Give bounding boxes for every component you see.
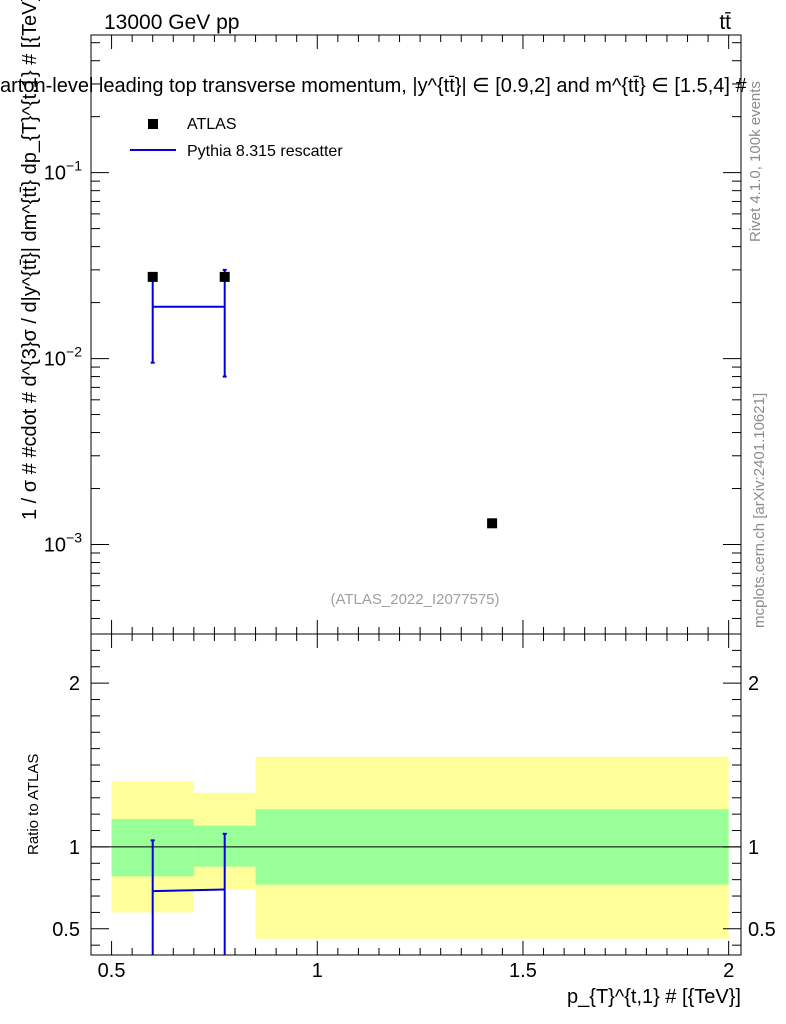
tick-mantissa: 10 [44,534,66,556]
main-axis-ticks [91,35,741,634]
ratio-y-axis-label: Ratio to ATLAS [25,754,42,855]
tick-exponent: −2 [66,344,82,360]
main-y-axis-label: 1 / σ # #cdot # d^{3}σ / d|y^{tt̄}| dm^{… [19,0,41,520]
main-y-tick-label: 10−1 [44,158,82,185]
atlas-data-point [219,271,230,282]
tick-mantissa: 10 [44,163,66,185]
atlas-data-point [147,271,158,282]
ratio-y-tick-label-left: 1 [69,837,80,859]
energy-label: 13000 GeV pp [104,11,239,34]
tick-exponent: −3 [66,529,82,545]
watermark: (ATLAS_2022_I2077575) [330,591,499,608]
ratio-y-tick-label-right: 2 [748,673,759,695]
pythia-ratio-line [152,888,225,893]
main-y-tick-label: 10−2 [44,344,82,371]
mcplots-label: mcplots.cern.ch [arXiv:2401.10621] [751,393,768,628]
legend-atlas-marker [148,119,158,129]
tick-exponent: −1 [66,158,82,174]
ratio-y-tick-label-right: 0.5 [748,919,776,941]
ratio-data-layer [150,832,227,955]
legend-pythia-label: Pythia 8.315 rescatter [187,143,343,160]
main-y-tick-labels: 10−110−210−3 [44,158,82,557]
x-tick-label: 0.5 [98,960,126,982]
x-axis-label: p_{T}^{t,1} # [{TeV}] [567,986,741,1008]
ratio-panel-frame [90,633,742,956]
x-tick-labels: 0.5 1 1.5 2 [98,960,735,982]
x-tick-label: 2 [723,960,734,982]
ratio-y-tick-labels: 0.5 0.5 1 1 2 2 [52,673,776,941]
atlas-data-point [487,518,498,529]
main-data-layer [147,268,498,529]
main-y-tick-label: 10−3 [44,529,82,556]
legend-atlas-label: ATLAS [187,116,237,133]
plot-title: arton-level leading top transverse momen… [0,75,747,97]
ratio-y-tick-label-left: 0.5 [52,919,80,941]
rivet-label: Rivet 4.1.0, 100k events [747,81,764,242]
ratio-y-tick-label-right: 1 [748,837,759,859]
process-label: tt̄ [719,11,731,34]
x-tick-label: 1 [312,960,323,982]
ratio-y-tick-label-left: 2 [69,673,80,695]
x-tick-label: 1.5 [509,960,537,982]
ratio-axis-ticks [91,634,741,955]
tick-mantissa: 10 [44,349,66,371]
ratio-bands-layer [111,756,729,939]
